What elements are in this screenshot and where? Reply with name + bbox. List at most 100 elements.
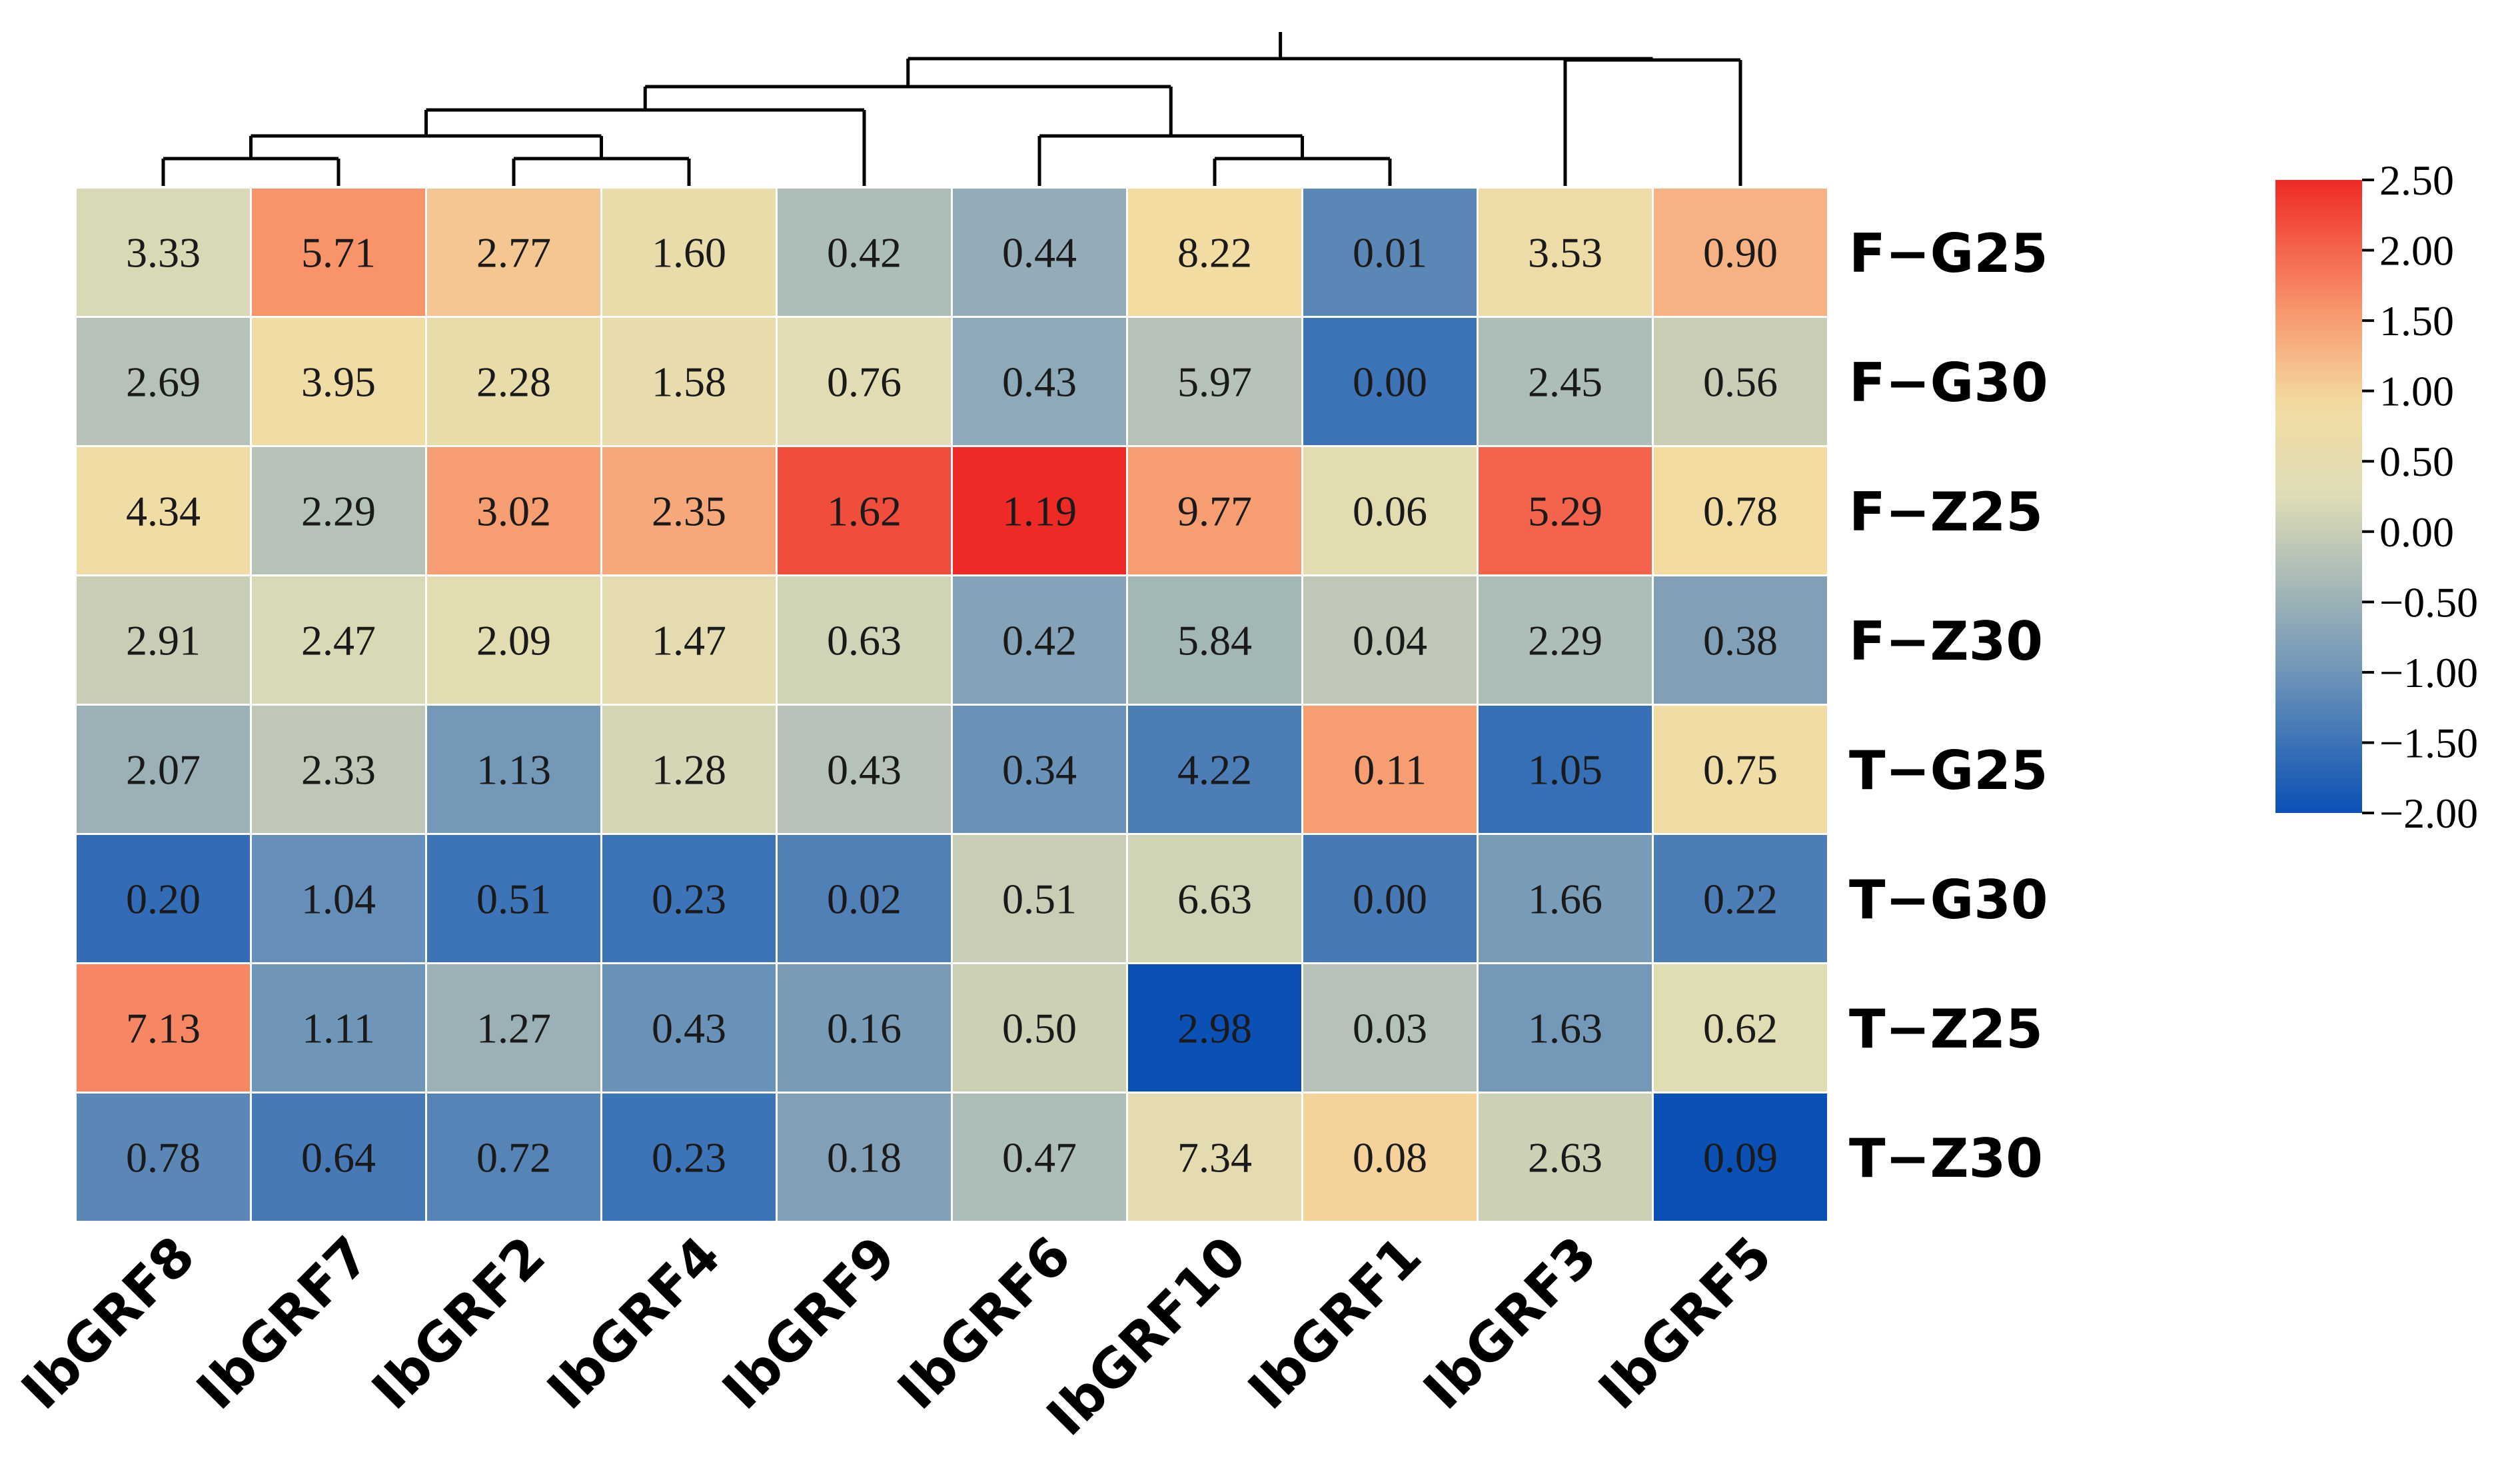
heatmap-cell [953,318,1126,445]
heatmap-cell [1128,189,1301,316]
cell-value-label: 0.01 [1353,229,1427,277]
column-label: IbGRF1 [1237,1225,1433,1421]
heatmap-cell [77,706,250,833]
heatmap-cell [953,576,1126,704]
colorbar-tick-label: 0.00 [2379,508,2454,556]
cell-value-label: 1.66 [1528,876,1602,923]
cell-value-label: 5.71 [301,229,376,277]
cell-value-label: 0.43 [827,746,902,794]
cell-value-label: 2.63 [1528,1134,1602,1181]
heatmap-cell [778,1094,951,1221]
heatmap-cell [778,835,951,962]
cell-value-label: 0.42 [1002,617,1077,664]
heatmap-cell [252,964,425,1092]
cell-value-label: 2.07 [126,746,201,794]
heatmap-cell [778,189,951,316]
cell-value-label: 0.20 [126,876,201,923]
cell-value-label: 0.09 [1703,1134,1778,1181]
heatmap-cell [1303,189,1477,316]
colorbar-tick-label: 1.00 [2379,368,2454,415]
cell-value-label: 0.04 [1353,617,1427,664]
heatmap-cell [1128,1094,1301,1221]
colorbar-tick-label: 2.50 [2379,157,2454,204]
heatmap-cells: 3.33 5.71 2.77 1.60 0.42 0.44 8.22 0.01 3.53 0.90… [77,189,1827,1221]
row-label: F−Z25 [1849,481,2043,543]
heatmap-cell [778,447,951,574]
row-label: T−Z30 [1849,1127,2043,1189]
heatmap-cell [1128,447,1301,574]
cell-value-label: 5.29 [1528,488,1602,535]
heatmap-cell [1303,835,1477,962]
cell-value-label: 1.58 [652,359,726,406]
colorbar-tick-label: −0.50 [2379,578,2478,626]
heatmap-cell [778,318,951,445]
heatmap-cell [427,318,600,445]
colorbar-tick-label: −2.00 [2379,790,2478,837]
heatmap-cell [77,189,250,316]
cell-value-label: 4.34 [126,488,201,535]
heatmap-cell [953,964,1126,1092]
cell-value-label: 0.64 [301,1134,376,1181]
row-label: F−G30 [1849,352,2048,414]
heatmap-cell [602,706,776,833]
cell-value-label: 0.02 [827,876,902,923]
column-label: IbGRF5 [1587,1225,1784,1421]
colorbar-tick-label: 0.50 [2379,438,2454,485]
cell-value-label: 0.03 [1353,1005,1427,1052]
heatmap-cell [1128,576,1301,704]
cell-value-label: 0.42 [827,229,902,277]
heatmap-cell [1479,835,1652,962]
heatmap-cell [602,1094,776,1221]
cell-value-label: 0.90 [1703,229,1778,277]
cell-value-label: 2.69 [126,359,201,406]
cell-value-label: 1.19 [1002,488,1077,535]
cell-value-label: 3.02 [476,488,551,535]
heatmap-cell [953,835,1126,962]
cell-value-label: 0.34 [1002,746,1077,794]
cell-value-label: 0.23 [652,1134,726,1181]
heatmap-cell [953,706,1126,833]
cell-value-label: 0.06 [1353,488,1427,535]
cell-value-label: 0.47 [1002,1134,1077,1181]
heatmap-cell [1479,189,1652,316]
heatmap-cell [778,576,951,704]
heatmap-cell [1654,318,1827,445]
heatmap-cell [427,576,600,704]
heatmap-cell [252,318,425,445]
cell-value-label: 2.91 [126,617,201,664]
heatmap-cell [77,576,250,704]
cell-value-label: 0.72 [476,1134,551,1181]
cell-value-label: 0.50 [1002,1005,1077,1052]
cell-value-label: 1.27 [476,1005,551,1052]
cell-value-label: 0.78 [1703,488,1778,535]
cell-value-label: 2.09 [476,617,551,664]
heatmap-cell [778,706,951,833]
cell-value-label: 2.28 [476,359,551,406]
cell-value-label: 2.77 [476,229,551,277]
cell-value-label: 2.47 [301,617,376,664]
cell-value-label: 5.97 [1177,359,1252,406]
row-label: F−G25 [1849,223,2048,285]
cell-value-label: 1.11 [302,1005,375,1052]
heatmap-cell [1654,1094,1827,1221]
cell-value-label: 9.77 [1177,488,1252,535]
row-label: F−Z30 [1849,610,2043,672]
cell-value-label: 1.47 [652,617,726,664]
cell-value-label: 2.29 [301,488,376,535]
cell-value-label: 0.38 [1703,617,1778,664]
heatmap-cell [1654,576,1827,704]
colorbar-tick-label: −1.00 [2379,649,2478,696]
cell-value-label: 1.13 [476,746,551,794]
colorbar-tick-label: 2.00 [2379,227,2454,275]
cell-value-label: 0.22 [1703,876,1778,923]
heatmap-cell [953,189,1126,316]
heatmap-cell [252,1094,425,1221]
cell-value-label: 6.63 [1177,876,1252,923]
cell-value-label: 7.13 [126,1005,201,1052]
heatmap-cell [953,447,1126,574]
heatmap-cell [252,706,425,833]
heatmap-cell [427,706,600,833]
heatmap-cell [1479,447,1652,574]
row-label: T−G30 [1849,869,2048,931]
